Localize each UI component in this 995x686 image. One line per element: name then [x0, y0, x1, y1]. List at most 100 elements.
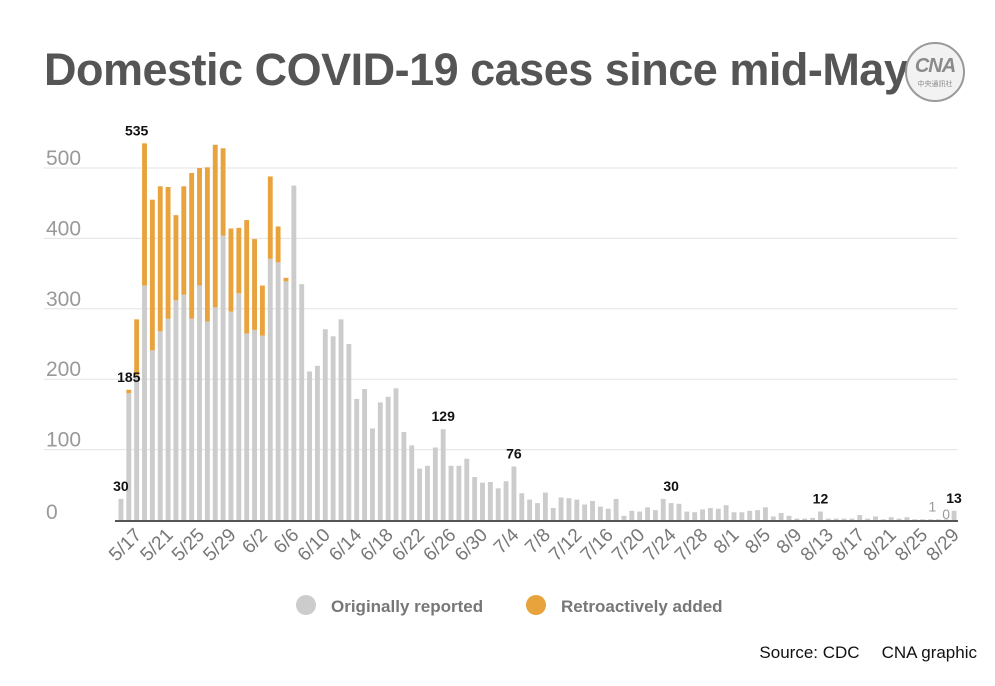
bar-originally-reported	[833, 518, 839, 520]
bar-originally-reported	[495, 488, 501, 520]
bar-originally-reported	[354, 398, 360, 520]
bar-originally-reported	[181, 294, 187, 520]
bar-originally-reported	[590, 500, 595, 520]
legend-swatch	[526, 595, 546, 615]
bar-originally-reported	[456, 465, 462, 520]
bar-originally-reported	[778, 512, 784, 520]
data-label: 1	[928, 498, 936, 514]
bar-retroactively-added	[267, 176, 273, 259]
bar-originally-reported	[849, 518, 855, 520]
bar-retroactively-added	[259, 285, 265, 336]
x-tick-label: 8/25	[891, 525, 932, 566]
x-tick-label: 6/14	[325, 524, 366, 565]
bar-originally-reported	[912, 519, 918, 520]
credit-label: CNA graphic	[881, 643, 977, 662]
legend: Originally reported Retroactively added	[296, 595, 723, 616]
bar-originally-reported	[637, 511, 643, 520]
bar-retroactively-added	[157, 186, 163, 332]
bar-originally-reported	[888, 517, 894, 520]
bar-originally-reported	[377, 402, 383, 520]
bar-originally-reported	[951, 510, 957, 520]
data-labels: 30 185 535 129 76 30 12 1 013	[113, 122, 962, 522]
x-tick-label: 7/24	[640, 524, 681, 565]
bar-originally-reported	[865, 518, 871, 520]
data-label: 535	[125, 122, 149, 138]
x-tick-label: 6/26	[420, 525, 461, 566]
data-label: 30	[663, 478, 679, 494]
y-tick-label: 500	[46, 147, 81, 170]
x-tick-label: 7/28	[671, 525, 712, 566]
bar-originally-reported	[935, 519, 941, 520]
y-tick-label: 200	[46, 358, 81, 381]
bar-originally-reported	[880, 519, 886, 520]
chart-title: Domestic COVID-19 cases since mid-May	[44, 44, 909, 95]
bar-originally-reported	[582, 504, 588, 520]
bar-originally-reported	[920, 519, 926, 520]
data-label: 129	[432, 408, 456, 424]
x-tick-label: 7/20	[608, 525, 649, 566]
bar-originally-reported	[747, 510, 753, 520]
x-tick-label: 7/16	[577, 525, 618, 566]
bar-retroactively-added	[134, 319, 140, 375]
data-label: 0	[942, 506, 950, 522]
bar-originally-reported	[535, 503, 540, 520]
bar-originally-reported	[597, 506, 603, 520]
bar-originally-reported	[259, 335, 265, 520]
bar-originally-reported	[134, 374, 140, 520]
bar-originally-reported	[236, 293, 242, 520]
bar-originally-reported	[307, 371, 313, 520]
bar-retroactively-added	[275, 226, 281, 263]
bar-originally-reported	[370, 428, 375, 520]
logo-subtext: 中央通訊社	[917, 81, 953, 88]
x-tick-label: 5/29	[200, 525, 241, 566]
x-tick-label: 5/21	[137, 525, 178, 566]
bar-originally-reported	[314, 365, 320, 520]
x-tick-label: 8/21	[860, 525, 901, 566]
x-tick-label: 6/10	[294, 525, 335, 566]
x-tick-label: 8/29	[923, 525, 964, 566]
bar-originally-reported	[668, 503, 674, 520]
bar-retroactively-added	[236, 227, 242, 294]
bar-originally-reported	[723, 505, 729, 520]
y-axis: 0 100 200 300 400 500	[46, 147, 81, 524]
bar-originally-reported	[676, 503, 682, 520]
bar-originally-reported	[857, 515, 863, 520]
bar-originally-reported	[346, 344, 352, 520]
bar-originally-reported	[472, 477, 478, 520]
bar-retroactively-added	[149, 199, 155, 351]
cna-logo: CNA 中央通訊社	[905, 42, 965, 102]
x-tick-label: 7/4	[490, 524, 524, 558]
bar-originally-reported	[943, 519, 949, 520]
bar-originally-reported	[142, 285, 147, 520]
bar-retroactively-added	[283, 277, 289, 282]
bar-originally-reported	[519, 493, 525, 520]
bar-originally-reported	[825, 518, 831, 520]
x-tick-label: 6/22	[388, 525, 429, 566]
bar-retroactively-added	[197, 168, 202, 286]
x-tick-label: 8/17	[828, 525, 869, 566]
bar-originally-reported	[786, 515, 792, 520]
bar-originally-reported	[173, 300, 179, 520]
x-axis: 5/175/215/255/296/26/66/106/146/186/226/…	[105, 520, 964, 566]
bar-originally-reported	[409, 445, 415, 520]
y-tick-label: 100	[46, 429, 81, 452]
bar-originally-reported	[212, 307, 218, 520]
bar-originally-reported	[794, 518, 800, 520]
bar-retroactively-added	[142, 143, 147, 286]
bar-originally-reported	[660, 498, 666, 520]
bar-retroactively-added	[173, 215, 179, 301]
bar-originally-reported	[629, 510, 635, 520]
x-tick-label: 5/25	[168, 525, 209, 566]
bar-originally-reported	[503, 481, 509, 520]
bar-originally-reported	[480, 482, 485, 520]
bar-originally-reported	[652, 510, 658, 520]
bar-retroactively-added	[212, 144, 218, 308]
bar-originally-reported	[267, 258, 273, 520]
bar-originally-reported	[684, 511, 690, 520]
bar-originally-reported	[755, 510, 761, 520]
bar-originally-reported	[770, 516, 776, 520]
gridlines	[44, 167, 958, 451]
x-tick-label: 8/5	[741, 525, 775, 559]
x-tick-label: 6/30	[451, 525, 492, 566]
bar-originally-reported	[362, 389, 368, 520]
